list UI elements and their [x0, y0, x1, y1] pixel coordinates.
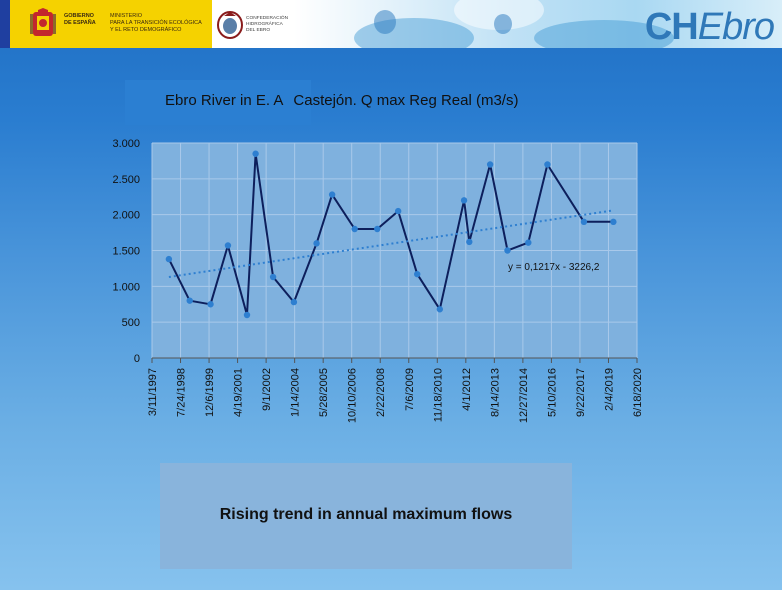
x-tick-label: 5/28/2005	[318, 368, 330, 417]
data-point	[544, 161, 551, 168]
data-point	[269, 273, 277, 281]
x-tick-label: 9/1/2002	[261, 368, 273, 411]
data-point	[328, 191, 336, 198]
x-tick-label: 12/27/2014	[518, 368, 530, 423]
y-tick-label: 2.500	[112, 174, 140, 186]
data-point	[436, 306, 444, 313]
data-point	[504, 247, 511, 254]
x-tick-label: 9/22/2017	[575, 368, 587, 417]
x-tick-label: 3/11/1997	[147, 368, 159, 416]
x-tick-label: 6/18/2020	[632, 368, 644, 417]
data-point	[460, 197, 468, 204]
chart-title-part2: Castejón. Q max Reg Real (m3/s)	[293, 92, 519, 109]
data-point	[207, 301, 214, 308]
caption-text: Rising trend in annual maximum flows	[219, 506, 513, 523]
y-tick-label: 1.000	[112, 281, 140, 293]
x-tick-label: 4/1/2012	[461, 368, 473, 411]
data-point	[610, 218, 617, 226]
header-banner: GOBIERNO DE ESPAÑA MINISTERIO PARA LA TR…	[0, 0, 782, 48]
title-box	[125, 80, 311, 125]
data-point	[351, 225, 358, 233]
chart-title: Ebro River in E. A Castejón. Q max Reg Re…	[165, 92, 518, 109]
data-point	[252, 150, 259, 157]
x-tick-label: 7/6/2009	[404, 368, 416, 411]
data-point	[165, 255, 173, 263]
x-tick-label: 4/19/2001	[233, 368, 245, 417]
caption-box	[160, 463, 572, 569]
x-tick-label: 5/10/2016	[546, 368, 558, 417]
x-tick-label: 8/14/2013	[489, 368, 501, 417]
x-tick-label: 11/18/2010	[432, 368, 444, 422]
x-tick-label: 7/24/1998	[176, 368, 188, 417]
data-point	[374, 225, 381, 233]
trendline-equation: y = 0,1217x - 3226,2	[508, 262, 600, 273]
data-point	[466, 238, 473, 246]
series-line	[168, 152, 614, 316]
government-logo-block: GOBIERNO DE ESPAÑA MINISTERIO PARA LA TR…	[0, 0, 212, 48]
confederation-text: CONFEDERACIÓN HIDROGRÁFICA DEL EBRO	[246, 16, 289, 33]
data-point	[224, 242, 232, 249]
data-point	[186, 297, 193, 304]
data-point	[290, 298, 298, 306]
x-tick-label: 2/4/2019	[603, 368, 615, 411]
x-tick-label: 2/22/2008	[375, 368, 387, 417]
y-tick-label: 500	[122, 317, 140, 329]
y-tick-label: 0	[134, 353, 140, 365]
data-point	[525, 239, 532, 246]
x-tick-label: 1/14/2004	[290, 368, 302, 417]
y-tick-label: 2.000	[112, 210, 140, 222]
y-tick-label: 3.000	[112, 138, 140, 150]
x-tick-label: 10/10/2006	[347, 368, 359, 423]
chart-title-part1: Ebro River in E. A	[165, 92, 284, 109]
confederation-logo-block	[212, 0, 294, 48]
y-tick-label: 1.500	[112, 246, 140, 258]
data-point	[486, 161, 494, 168]
chebro-logo: CHEbro	[644, 6, 775, 48]
eu-flag-strip	[0, 0, 10, 48]
water-banner-image: CHEbro	[294, 0, 782, 48]
ministry-text: MINISTERIO PARA LA TRANSICIÓN ECOLÓGICA …	[110, 13, 202, 33]
data-point	[414, 270, 421, 278]
data-point	[580, 218, 588, 226]
confederation-seal-icon	[217, 11, 243, 39]
data-point	[394, 207, 402, 215]
data-point	[243, 311, 251, 319]
data-point	[313, 240, 320, 247]
government-text: GOBIERNO DE ESPAÑA	[64, 13, 96, 26]
coat-of-arms-icon	[30, 8, 56, 36]
x-tick-label: 12/6/1999	[204, 368, 216, 417]
